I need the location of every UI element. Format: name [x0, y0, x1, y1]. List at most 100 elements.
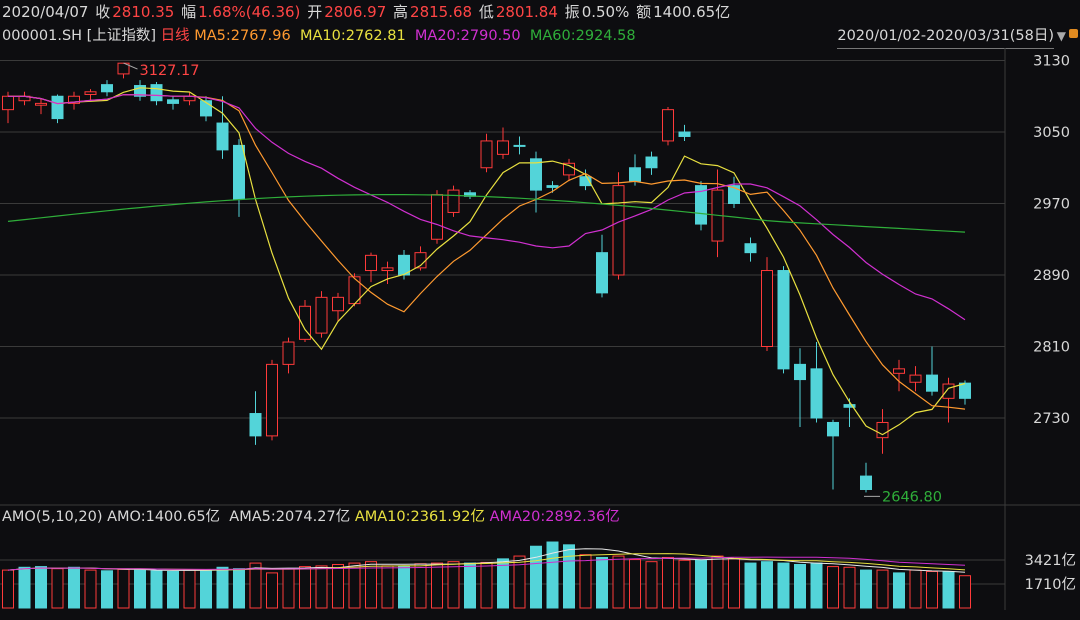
period-label[interactable]: 日线: [160, 28, 190, 44]
volume-bar-down: [200, 569, 212, 609]
quote-date: 2020/04/07: [2, 3, 89, 21]
volume-bar-down: [101, 570, 113, 609]
ama20-line: [7, 556, 966, 571]
ma5-line: [8, 87, 966, 436]
candle-down: [134, 85, 146, 97]
amplitude-value: 0.50%: [581, 3, 630, 21]
volume-bar-up: [480, 561, 493, 609]
candle-up: [662, 109, 674, 142]
date-range-selector[interactable]: 2020/01/02-2020/03/31(58日): [837, 24, 1054, 49]
open-value: 2806.97: [324, 3, 387, 21]
y-tick-label: 2730: [1033, 411, 1070, 427]
indicator-header: 000001.SH [上证指数] 日线 MA5:2767.96 MA10:276…: [0, 24, 1080, 48]
volume-bar-up: [2, 569, 14, 609]
candle-up: [84, 91, 97, 95]
volume-bar-up: [348, 562, 361, 609]
volume-bar-down: [695, 559, 707, 609]
candle-down: [579, 176, 592, 187]
volume-tick-label: 3421亿: [1025, 552, 1076, 569]
volume-bar-up: [431, 562, 443, 609]
volume-bar-down: [497, 558, 509, 609]
low-annotation: 2646.80: [882, 489, 942, 505]
high-annotation: 3127.17: [140, 63, 200, 79]
ma5-label: MA5:2767.96: [194, 28, 291, 44]
candle-up: [942, 383, 955, 399]
volume-bar-down: [35, 566, 47, 609]
volume-header: AMO(5,10,20) AMO:1400.65亿 AMA5:2074.27亿 …: [0, 506, 620, 528]
candle-down: [596, 252, 608, 294]
volume-bar-up: [365, 561, 377, 609]
candle-up: [447, 189, 460, 213]
volume-bar-down: [794, 563, 806, 609]
candle-down: [150, 84, 163, 102]
candle-up: [893, 368, 905, 374]
y-tick-label: 3130: [1033, 54, 1070, 70]
volume-bar-up: [579, 554, 592, 609]
volume-bar-up: [612, 555, 625, 609]
volume-bar-down: [893, 572, 905, 609]
candle-down: [810, 368, 823, 419]
volume-bar-down: [777, 562, 790, 609]
y-tick-label: 2810: [1033, 340, 1070, 356]
candle-down: [728, 185, 740, 204]
volume-bar-down: [18, 566, 31, 609]
y-tick-label: 2890: [1033, 268, 1070, 284]
high-value: 2815.68: [410, 3, 473, 21]
volume-bar-down: [810, 562, 823, 609]
candle-down: [216, 122, 229, 151]
symbol-label[interactable]: 000001.SH [上证指数]: [2, 28, 156, 44]
y-tick-label: 3050: [1033, 125, 1070, 141]
close-label: 收: [95, 3, 111, 21]
volume-bar-up: [876, 569, 889, 609]
volume-bar-up: [183, 569, 196, 609]
candle-down: [629, 167, 641, 182]
candle-up: [381, 267, 394, 272]
lock-icon[interactable]: [1069, 29, 1078, 38]
volume-bar-down: [942, 571, 955, 609]
amo-value: AMO:1400.65亿: [107, 509, 221, 525]
candle-down: [249, 413, 262, 437]
volume-bar-down: [398, 565, 410, 609]
volume-bar-down: [546, 541, 559, 609]
chevron-down-icon[interactable]: ▼: [1056, 29, 1066, 43]
candle-up: [2, 95, 14, 111]
ama5-line: [7, 548, 966, 573]
amplitude-label: 振: [564, 3, 580, 21]
change-value: 1.68%(46.36): [198, 3, 301, 21]
amo-params: AMO(5,10,20): [2, 509, 103, 525]
candle-up: [365, 254, 377, 272]
ma10-label: MA10:2762.81: [299, 28, 406, 44]
candle-down: [101, 84, 113, 93]
candle-up: [480, 140, 493, 169]
y-tick-label: 2970: [1033, 197, 1070, 213]
candle-up: [266, 363, 278, 437]
volume-bar-up: [728, 558, 740, 609]
volume-bar-down: [216, 566, 229, 609]
low-value: 2801.84: [495, 3, 558, 21]
open-label: 开: [307, 3, 323, 21]
volume-bar-down: [761, 561, 773, 609]
ma20-line: [8, 94, 966, 321]
volume-bar-down: [134, 568, 146, 609]
candle-down: [513, 144, 526, 147]
volume-bar-up: [843, 566, 856, 609]
volume-bar-up: [959, 575, 971, 609]
volume-bar-down: [860, 569, 872, 609]
candle-down: [827, 421, 839, 437]
volume-bar-up: [84, 569, 97, 609]
volume-bar-up: [827, 566, 839, 609]
volume-bar-up: [266, 572, 278, 609]
volume-bar-down: [563, 544, 575, 609]
volume-bar-up: [711, 555, 724, 609]
candle-up: [876, 421, 889, 439]
volume-bar-up: [381, 565, 394, 609]
volume-tick-label: 1710亿: [1025, 576, 1076, 593]
ma60-line: [7, 194, 966, 233]
volume-bar-up: [909, 569, 922, 609]
candle-up: [315, 296, 328, 334]
quote-header: 2020/04/07 收 2810.35 幅 1.68%(46.36) 开 2806.…: [0, 0, 1080, 24]
candle-down: [51, 95, 64, 120]
close-value: 2810.35: [112, 3, 175, 21]
volume-bar-up: [282, 568, 295, 609]
